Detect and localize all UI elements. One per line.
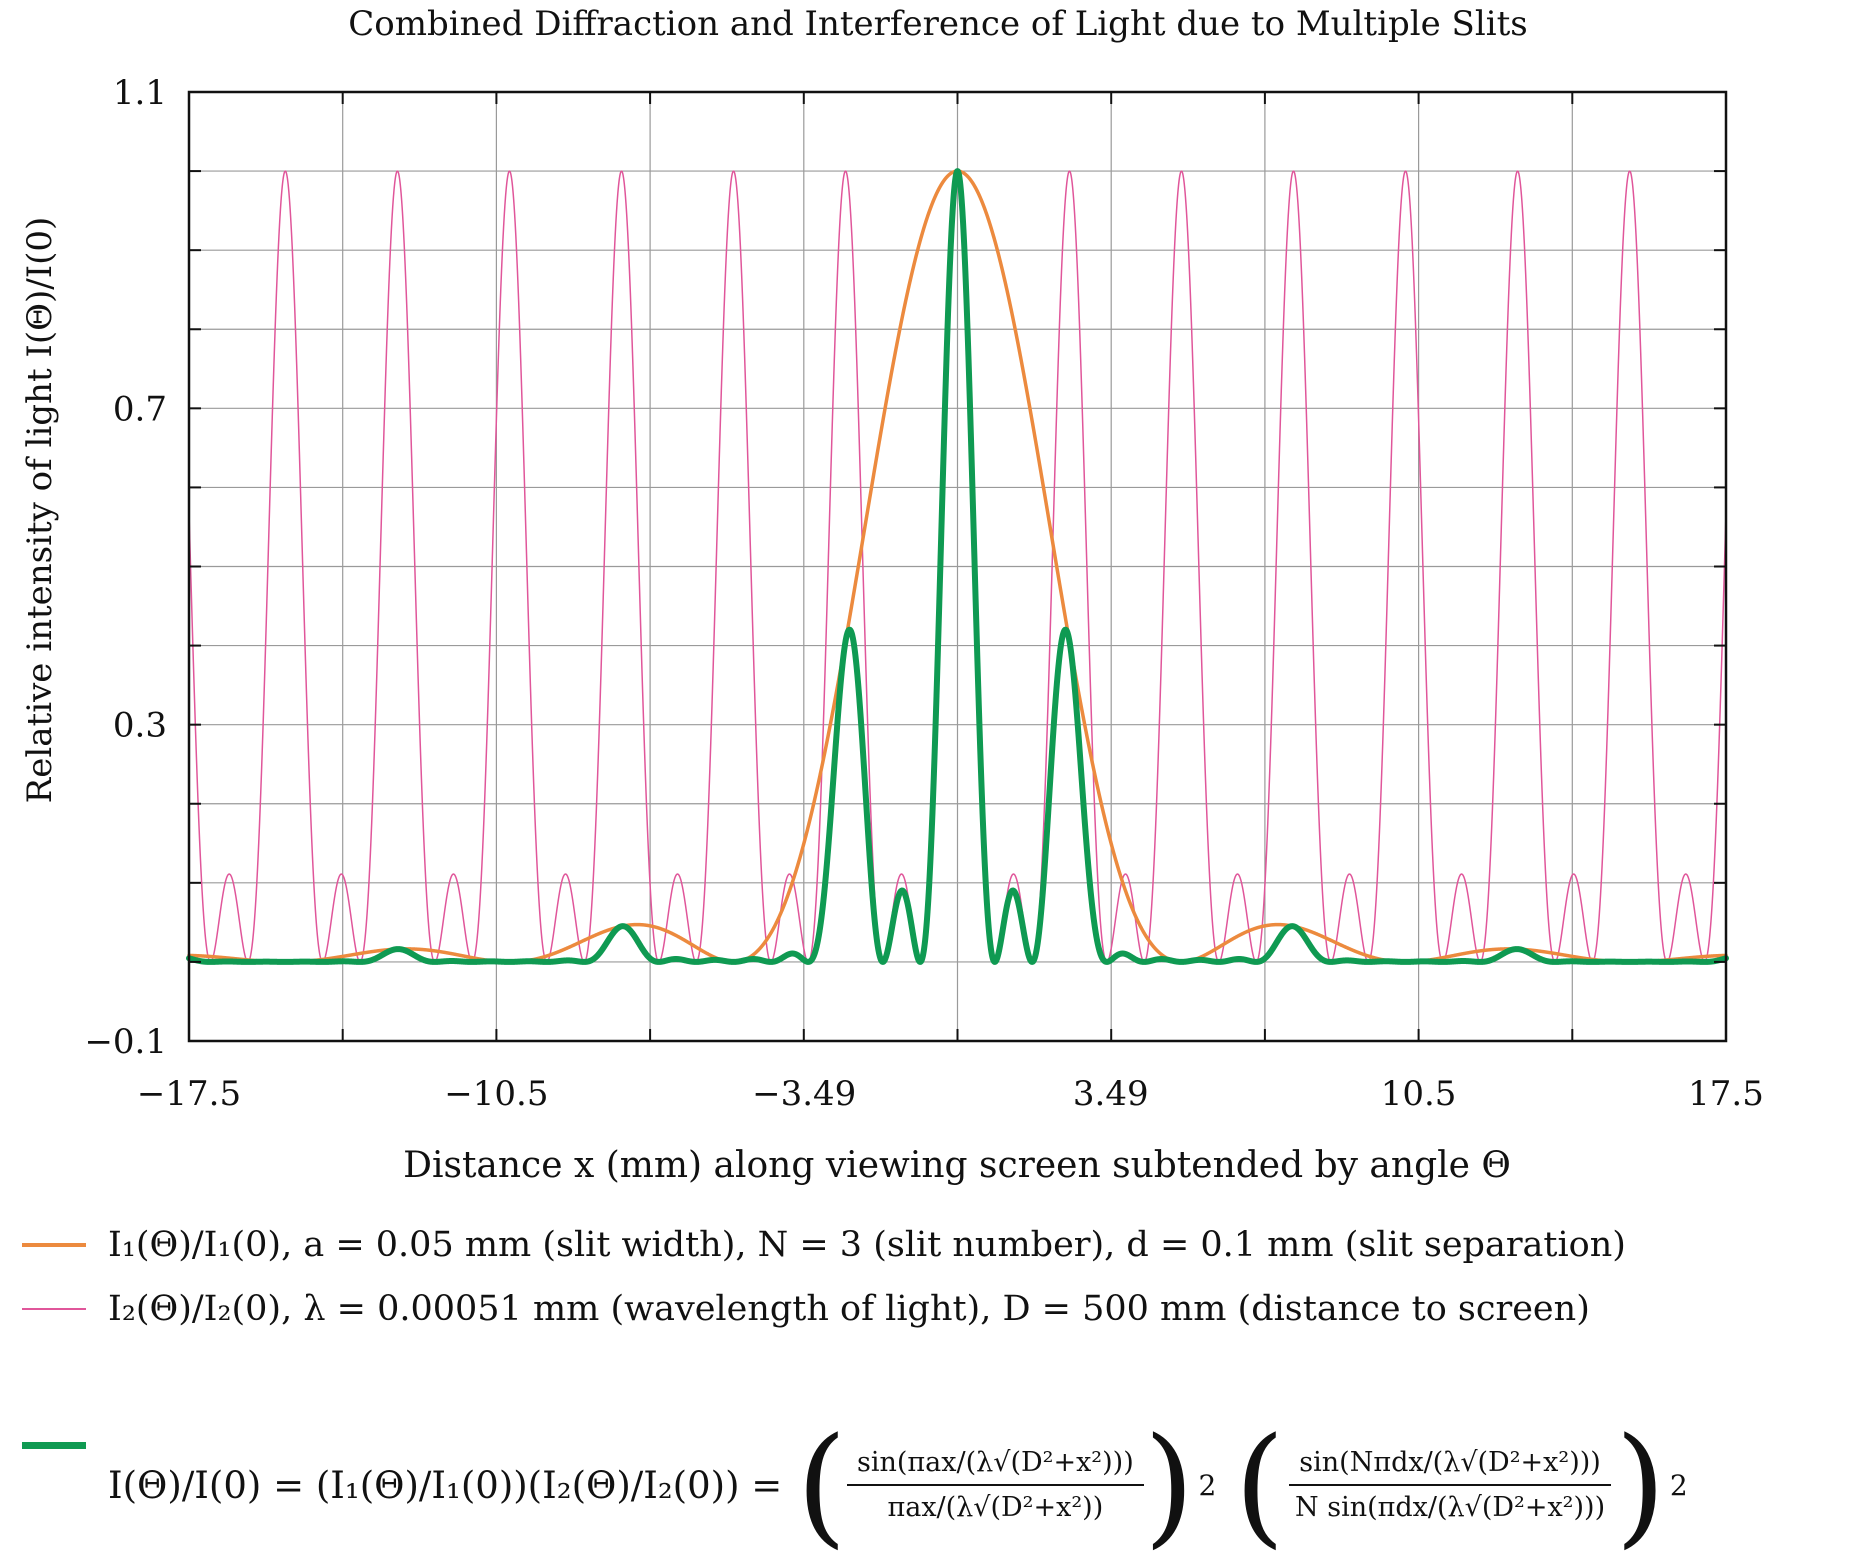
x-tick-label: −10.5 — [444, 1074, 548, 1114]
x-tick-label: 3.49 — [1073, 1074, 1149, 1114]
combined-intensity-curve — [186, 168, 1729, 965]
x-axis-label: Distance x (mm) along viewing screen sub… — [403, 1145, 1511, 1186]
x-tick-label: −3.49 — [752, 1074, 856, 1114]
formula-paren-close-2: ) — [1615, 1409, 1666, 1561]
curves — [186, 168, 1729, 965]
y-axis-label: Relative intensity of light I(Θ)/I(0) — [20, 216, 60, 804]
formula-fraction-diffraction: sin(πax/(λ√(D²+x²))) πax/(λ√(D²+x²)) — [847, 1447, 1144, 1523]
x-tick-label: 17.5 — [1688, 1074, 1764, 1114]
grid — [189, 92, 1726, 1041]
y-tick-label: −0.1 — [84, 1022, 167, 1062]
formula-exponent-2: 2 — [1669, 1468, 1688, 1502]
legend-label-diffraction: I₁(Θ)/I₁(0), a = 0.05 mm (slit width), N… — [108, 1225, 1626, 1265]
legend-swatch-diffraction — [22, 1243, 86, 1247]
formula-fraction-interference: sin(Nπdx/(λ√(D²+x²))) N sin(πdx/(λ√(D²+x… — [1285, 1447, 1615, 1523]
legend-swatch-combined — [22, 1441, 86, 1449]
formula-lhs: I(Θ)/I(0) = (I₁(Θ)/I₁(0))(I₂(Θ)/I₂(0)) = — [108, 1463, 783, 1507]
formula-frac2-numerator: sin(Nπdx/(λ√(D²+x²))) — [1289, 1447, 1611, 1486]
plot-area: −17.5 −10.5 −3.49 3.49 10.5 17.5 −0.1 0.3 0.7 1.1 — [84, 73, 1763, 1114]
combined-formula: I(Θ)/I(0) = (I₁(Θ)/I₁(0))(I₂(Θ)/I₂(0)) =… — [108, 1415, 1868, 1555]
legend-label-interference: I₂(Θ)/I₂(0), λ = 0.00051 mm (wavelength … — [108, 1289, 1590, 1329]
formula-frac1-denominator: πax/(λ√(D²+x²)) — [887, 1492, 1104, 1523]
ticks: −17.5 −10.5 −3.49 3.49 10.5 17.5 −0.1 0.3 0.7 1.1 — [84, 73, 1763, 1114]
formula-paren-open-2: ( — [1234, 1409, 1285, 1561]
legend-item-interference: I₂(Θ)/I₂(0), λ = 0.00051 mm (wavelength … — [22, 1284, 1590, 1334]
formula-exponent-1: 2 — [1198, 1468, 1217, 1502]
x-tick-label: −17.5 — [137, 1074, 241, 1114]
formula-frac1-numerator: sin(πax/(λ√(D²+x²))) — [847, 1447, 1144, 1486]
y-tick-label: 0.3 — [113, 706, 167, 746]
y-tick-label: 0.7 — [113, 389, 167, 429]
x-tick-label: 10.5 — [1381, 1074, 1457, 1114]
legend-swatch-interference — [22, 1308, 86, 1310]
formula-paren-close-1: ) — [1143, 1409, 1195, 1561]
y-tick-label: 1.1 — [113, 73, 167, 113]
legend-item-diffraction: I₁(Θ)/I₁(0), a = 0.05 mm (slit width), N… — [22, 1220, 1626, 1270]
chart-title: Combined Diffraction and Interference of… — [348, 4, 1528, 44]
formula-frac2-denominator: N sin(πdx/(λ√(D²+x²))) — [1295, 1492, 1606, 1523]
formula-paren-open-1: ( — [796, 1409, 848, 1561]
legend-item-combined — [22, 1420, 108, 1470]
